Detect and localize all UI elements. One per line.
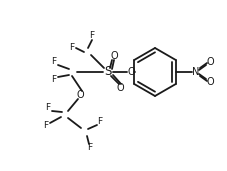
Text: O: O: [127, 67, 134, 77]
Text: O: O: [116, 83, 123, 93]
Text: S: S: [104, 65, 111, 78]
Text: N: N: [191, 67, 199, 77]
Text: F: F: [89, 31, 94, 41]
Text: O: O: [205, 77, 213, 87]
Text: F: F: [97, 117, 102, 127]
Text: F: F: [69, 43, 74, 52]
Text: F: F: [51, 57, 56, 67]
Text: F: F: [51, 76, 56, 84]
Text: O: O: [110, 51, 117, 61]
Text: O: O: [76, 90, 84, 100]
Text: O: O: [205, 57, 213, 67]
Text: F: F: [87, 143, 92, 153]
Text: F: F: [45, 103, 50, 113]
Text: F: F: [43, 121, 48, 129]
